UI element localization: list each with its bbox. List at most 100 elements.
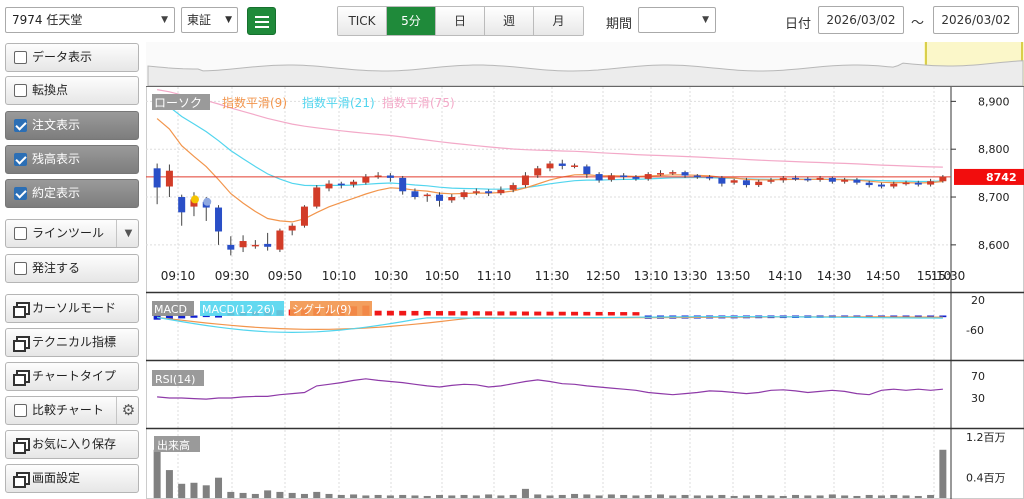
chart-svg[interactable]: 8,900 8,800 8,700 8,600 8742 ローソク 指数平滑(9) 指数平滑(… (146, 42, 1024, 499)
volume-bar (399, 494, 407, 498)
candle-body (706, 176, 714, 179)
price-tick-label: 8,900 (978, 95, 1010, 108)
left-panel-button[interactable]: 約定表示 (5, 179, 139, 208)
period-tab[interactable]: 5分 (387, 7, 436, 35)
volume-bar (877, 495, 885, 498)
legend-chip (152, 301, 194, 316)
price-tick-label: 8,700 (978, 191, 1010, 204)
period-tab[interactable]: TICK (338, 7, 387, 35)
volume-bar (436, 494, 444, 498)
chevron-down-icon[interactable]: ▼ (116, 220, 140, 247)
left-panel-label: お気に入り保存 (32, 437, 117, 451)
macd-histogram-bar (472, 311, 480, 316)
left-panel-button[interactable]: 残高表示 (5, 145, 139, 174)
chart-area[interactable]: 8,900 8,800 8,700 8,600 8742 ローソク 指数平滑(9) 指数平滑(… (146, 42, 1024, 499)
macd-histogram-bar (927, 315, 935, 318)
period-select[interactable]: ▼ (638, 7, 716, 33)
left-panel-button[interactable]: データ表示 (5, 43, 139, 72)
left-panel-button[interactable]: お気に入り保存 (5, 430, 139, 459)
rsi-tick-label: 30 (971, 392, 985, 405)
left-panel-button[interactable]: 発注する (5, 254, 139, 283)
candle-body (288, 225, 296, 231)
period-tabs: TICK 5分日週月 (337, 6, 584, 36)
gear-icon[interactable]: ⚙ (116, 397, 140, 424)
checkbox-icon (14, 153, 27, 166)
candle-body (350, 181, 358, 185)
macd-histogram-bar (178, 315, 186, 319)
volume-bar (742, 495, 750, 498)
left-panel-button[interactable]: カーソルモード (5, 294, 139, 323)
list-icon[interactable] (247, 7, 276, 35)
volume-bar (153, 449, 161, 498)
macd-histogram-bar (460, 311, 468, 316)
symbol-select[interactable]: 7974 任天堂 ▼ (5, 7, 175, 33)
price-legend-item: 指数平滑(75) (382, 95, 455, 110)
candle-body (227, 244, 235, 250)
macd-histogram-bar (190, 315, 198, 318)
left-panel-label: カーソルモード (32, 301, 117, 315)
volume-bar (620, 494, 628, 498)
current-price-badge (954, 168, 1024, 185)
candle-body (215, 207, 223, 232)
candle-body (804, 178, 812, 181)
price-legend-item: ローソク (154, 96, 202, 110)
candle-body (153, 168, 161, 188)
date-label: 日付 (785, 17, 812, 32)
date-from-input[interactable]: 2026/03/02 (818, 6, 904, 34)
window-icon (13, 302, 30, 318)
volume-bar (411, 495, 419, 498)
price-legend-item: 指数平滑(21) (302, 95, 375, 110)
candle-body (423, 194, 431, 197)
macd-histogram-bar (632, 312, 640, 316)
time-tick-label: 14:30 (817, 269, 852, 283)
volume-bar (165, 470, 173, 498)
market-select[interactable]: 東証 ▼ (181, 7, 238, 33)
volume-bar (325, 493, 333, 498)
period-tab[interactable]: 週 (485, 7, 534, 35)
volume-bar (792, 494, 800, 498)
macd-histogram-bar (558, 311, 566, 316)
left-panel-button[interactable]: チャートタイプ (5, 362, 139, 391)
volume-bar (865, 494, 873, 498)
period-tab[interactable]: 月 (534, 7, 583, 35)
volume-bar (706, 495, 714, 498)
macd-histogram-bar (215, 315, 223, 318)
left-panel-button[interactable]: 注文表示 (5, 111, 139, 140)
candle-body (632, 176, 640, 179)
window-icon (13, 370, 30, 386)
volume-bar (215, 477, 223, 498)
volume-bar (362, 495, 370, 498)
candle-body (460, 192, 468, 198)
volume-bar (239, 492, 247, 498)
volume-bar (595, 495, 603, 498)
volume-bar (300, 493, 308, 498)
candle-body (595, 174, 603, 181)
volume-bar (178, 483, 186, 498)
left-panel-button[interactable]: テクニカル指標 (5, 328, 139, 357)
candle-body (792, 177, 800, 180)
period-tab[interactable]: 日 (436, 7, 485, 35)
volume-legend-item: 出来高 (157, 438, 190, 452)
candle-body (509, 185, 517, 190)
volume-bar (632, 495, 640, 498)
candle-body (399, 177, 407, 192)
candle-body (300, 206, 308, 226)
volume-bar (423, 495, 431, 498)
candle-body (534, 168, 542, 176)
left-panel-button[interactable]: ラインツール ▼ (5, 219, 139, 248)
volume-tick-label: 0.4百万 (966, 472, 1006, 485)
left-panel-button[interactable]: 比較チャート ⚙ (5, 396, 139, 425)
left-panel-label: 注文表示 (32, 118, 81, 132)
top-toolbar: 7974 任天堂 ▼ 東証 ▼ TICK 5分日週月 期間 ▼ 日付 2026/0… (0, 0, 1024, 40)
time-tick-label: 13:50 (716, 269, 751, 283)
macd-histogram-bar (485, 311, 493, 316)
left-panel-label: ラインツール (32, 226, 105, 240)
volume-bar (558, 494, 566, 498)
macd-signal-line (157, 316, 943, 331)
date-to-input[interactable]: 2026/03/02 (933, 6, 1019, 34)
volume-bar (276, 491, 284, 498)
left-panel-button[interactable]: 画面設定 (5, 464, 139, 493)
ema75-line (156, 89, 943, 168)
left-panel-button[interactable]: 転換点 (5, 76, 139, 105)
time-tick-label: 13:30 (673, 269, 708, 283)
